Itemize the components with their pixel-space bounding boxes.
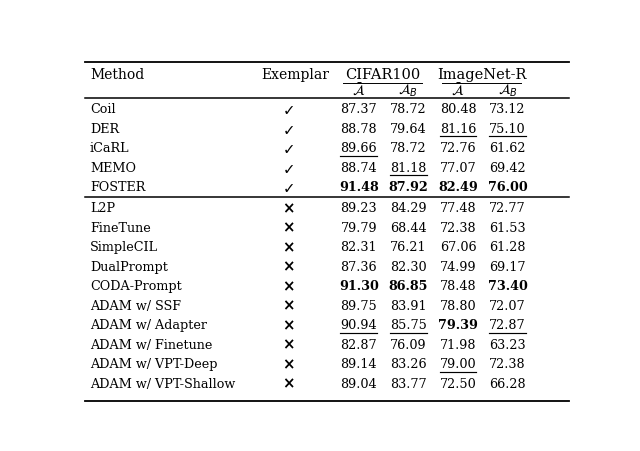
Text: DER: DER (90, 122, 119, 135)
Text: 89.66: 89.66 (340, 142, 377, 155)
Text: $\checkmark$: $\checkmark$ (282, 180, 294, 195)
Text: 89.23: 89.23 (340, 202, 377, 215)
Text: 89.75: 89.75 (340, 299, 377, 312)
Text: 72.07: 72.07 (489, 299, 526, 312)
Text: 67.06: 67.06 (440, 241, 476, 253)
Text: $\bar{\mathcal{A}}$: $\bar{\mathcal{A}}$ (352, 83, 365, 98)
Text: SimpleCIL: SimpleCIL (90, 241, 158, 253)
Text: 86.85: 86.85 (388, 280, 428, 293)
Text: 77.07: 77.07 (440, 161, 476, 174)
Text: 83.26: 83.26 (390, 357, 427, 370)
Text: 72.50: 72.50 (440, 377, 476, 390)
Text: 88.78: 88.78 (340, 122, 377, 135)
Text: Coil: Coil (90, 103, 116, 116)
Text: 68.44: 68.44 (390, 221, 427, 234)
Text: 82.31: 82.31 (340, 241, 377, 253)
Text: 75.10: 75.10 (489, 122, 526, 135)
Text: $\boldsymbol{\times}$: $\boldsymbol{\times}$ (282, 201, 294, 216)
Text: 83.77: 83.77 (390, 377, 427, 390)
Text: 69.42: 69.42 (489, 161, 526, 174)
Text: 78.72: 78.72 (390, 142, 427, 155)
Text: ADAM w/ SSF: ADAM w/ SSF (90, 299, 181, 312)
Text: $\boldsymbol{\times}$: $\boldsymbol{\times}$ (282, 239, 294, 255)
Text: 91.30: 91.30 (339, 280, 379, 293)
Text: 87.92: 87.92 (388, 181, 428, 194)
Text: 88.74: 88.74 (340, 161, 377, 174)
Text: 85.75: 85.75 (390, 318, 427, 331)
Text: Method: Method (90, 68, 144, 82)
Text: 79.64: 79.64 (390, 122, 427, 135)
Text: DualPrompt: DualPrompt (90, 260, 168, 273)
Text: $\boldsymbol{\times}$: $\boldsymbol{\times}$ (282, 376, 294, 391)
Text: 79.39: 79.39 (438, 318, 478, 331)
Text: 82.87: 82.87 (340, 338, 377, 351)
Text: 72.38: 72.38 (440, 221, 476, 234)
Text: $\boldsymbol{\times}$: $\boldsymbol{\times}$ (282, 318, 294, 332)
Text: 89.14: 89.14 (340, 357, 377, 370)
Text: 61.62: 61.62 (490, 142, 526, 155)
Text: $\mathcal{A}_{B}$: $\mathcal{A}_{B}$ (497, 82, 518, 99)
Text: 82.49: 82.49 (438, 181, 478, 194)
Text: $\checkmark$: $\checkmark$ (282, 102, 294, 117)
Text: 79.79: 79.79 (340, 221, 377, 234)
Text: ADAM w/ VPT-Deep: ADAM w/ VPT-Deep (90, 357, 218, 370)
Text: L2P: L2P (90, 202, 115, 215)
Text: 71.98: 71.98 (440, 338, 476, 351)
Text: ADAM w/ VPT-Shallow: ADAM w/ VPT-Shallow (90, 377, 235, 390)
Text: CIFAR100: CIFAR100 (345, 68, 420, 82)
Text: 76.21: 76.21 (390, 241, 427, 253)
Text: ADAM w/ Finetune: ADAM w/ Finetune (90, 338, 212, 351)
Text: Exemplar: Exemplar (262, 68, 330, 82)
Text: 90.94: 90.94 (340, 318, 377, 331)
Text: 72.77: 72.77 (489, 202, 526, 215)
Text: 80.48: 80.48 (440, 103, 476, 116)
Text: $\bar{\mathcal{A}}$: $\bar{\mathcal{A}}$ (451, 83, 465, 98)
Text: 87.37: 87.37 (340, 103, 377, 116)
Text: 82.30: 82.30 (390, 260, 427, 273)
Text: 78.48: 78.48 (440, 280, 476, 293)
Text: ADAM w/ Adapter: ADAM w/ Adapter (90, 318, 207, 331)
Text: 73.40: 73.40 (488, 280, 527, 293)
Text: 72.38: 72.38 (489, 357, 526, 370)
Text: 87.36: 87.36 (340, 260, 377, 273)
Text: 81.18: 81.18 (390, 161, 426, 174)
Text: 91.48: 91.48 (339, 181, 379, 194)
Text: $\boldsymbol{\times}$: $\boldsymbol{\times}$ (282, 298, 294, 313)
Text: 72.76: 72.76 (440, 142, 476, 155)
Text: $\boldsymbol{\times}$: $\boldsymbol{\times}$ (282, 337, 294, 352)
Text: 72.87: 72.87 (489, 318, 526, 331)
Text: 73.12: 73.12 (490, 103, 526, 116)
Text: FOSTER: FOSTER (90, 181, 145, 194)
Text: 76.09: 76.09 (390, 338, 427, 351)
Text: 63.23: 63.23 (489, 338, 526, 351)
Text: 78.72: 78.72 (390, 103, 427, 116)
Text: 66.28: 66.28 (489, 377, 526, 390)
Text: MEMO: MEMO (90, 161, 136, 174)
Text: 76.00: 76.00 (488, 181, 527, 194)
Text: $\boldsymbol{\times}$: $\boldsymbol{\times}$ (282, 279, 294, 294)
Text: $\boldsymbol{\times}$: $\boldsymbol{\times}$ (282, 356, 294, 371)
Text: $\checkmark$: $\checkmark$ (282, 161, 294, 175)
Text: $\mathcal{A}_{B}$: $\mathcal{A}_{B}$ (398, 82, 419, 99)
Text: 84.29: 84.29 (390, 202, 427, 215)
Text: 77.48: 77.48 (440, 202, 476, 215)
Text: $\boldsymbol{\times}$: $\boldsymbol{\times}$ (282, 220, 294, 235)
Text: 89.04: 89.04 (340, 377, 377, 390)
Text: FineTune: FineTune (90, 221, 150, 234)
Text: 61.53: 61.53 (489, 221, 526, 234)
Text: 81.16: 81.16 (440, 122, 476, 135)
Text: $\boldsymbol{\times}$: $\boldsymbol{\times}$ (282, 259, 294, 274)
Text: 79.00: 79.00 (440, 357, 476, 370)
Text: ImageNet-R: ImageNet-R (437, 68, 527, 82)
Text: 61.28: 61.28 (490, 241, 526, 253)
Text: $\checkmark$: $\checkmark$ (282, 141, 294, 156)
Text: CODA-Prompt: CODA-Prompt (90, 280, 182, 293)
Text: 78.80: 78.80 (440, 299, 476, 312)
Text: $\checkmark$: $\checkmark$ (282, 121, 294, 136)
Text: iCaRL: iCaRL (90, 142, 129, 155)
Text: 74.99: 74.99 (440, 260, 476, 273)
Text: 83.91: 83.91 (390, 299, 427, 312)
Text: 69.17: 69.17 (490, 260, 526, 273)
